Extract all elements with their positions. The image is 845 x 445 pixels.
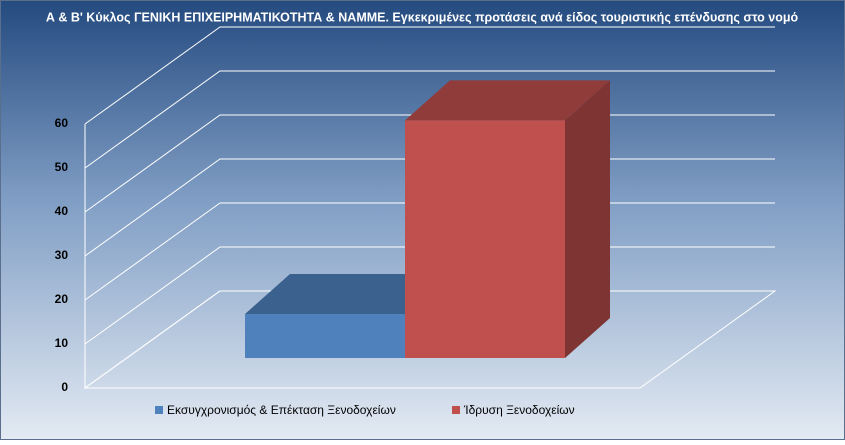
legend-swatch: [155, 406, 163, 414]
y-tick-label: 10: [55, 336, 69, 350]
y-tick-label: 50: [55, 160, 69, 174]
legend-swatch: [452, 406, 460, 414]
y-tick-label: 20: [55, 292, 69, 306]
grid-line: [84, 70, 775, 169]
bar-side: [565, 80, 610, 359]
bar-top: [405, 80, 610, 121]
y-tick-label: 30: [55, 248, 69, 262]
chart-title: Α & Β' Κύκλος ΓΕΝΙΚΗ ΕΠΙΧΕΙΡΗΜΑΤΙΚΟΤΗΤΑ …: [46, 10, 799, 24]
y-tick-label: 60: [55, 116, 69, 130]
bar: [405, 120, 565, 359]
bar: [245, 314, 405, 358]
legend-label: Ίδρυση Ξενοδοχείων: [463, 403, 575, 417]
bar-top: [245, 274, 450, 314]
y-tick-label: 0: [61, 380, 68, 394]
legend-label: Εκσυγχρονισμός & Επέκταση Ξενοδοχείων: [167, 403, 396, 417]
grid-line: [84, 26, 775, 125]
y-tick-label: 40: [55, 204, 69, 218]
